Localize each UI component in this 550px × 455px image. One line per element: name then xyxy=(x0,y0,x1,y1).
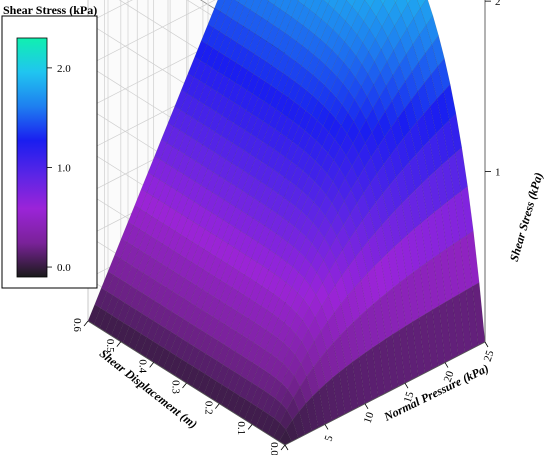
surface-cell xyxy=(315,0,329,20)
surface-cell xyxy=(298,0,307,6)
colorbar-tick-label: 0.0 xyxy=(57,262,71,274)
surface-cell xyxy=(426,15,439,45)
surface-cell xyxy=(244,0,255,10)
surface-cell xyxy=(323,0,331,5)
x-tick-mark xyxy=(364,403,369,410)
y-tick-label: 0.1 xyxy=(235,421,247,435)
z-tick-label: 2 xyxy=(495,0,501,8)
surface-cell xyxy=(407,0,421,19)
y-tick-mark xyxy=(149,362,154,368)
axis-line xyxy=(284,341,486,446)
z-tick-label: 1 xyxy=(495,167,501,179)
y-tick-label: 0.2 xyxy=(202,401,214,415)
x-tick-label: 20 xyxy=(442,369,457,384)
surface-cell xyxy=(234,0,240,3)
x-tick-mark xyxy=(404,382,409,389)
surface-cell xyxy=(268,0,277,6)
y-tick-mark xyxy=(280,444,286,451)
surface-cell xyxy=(437,58,451,92)
y-tick-mark xyxy=(247,424,253,430)
x-tick-mark xyxy=(444,362,449,368)
surface-cell xyxy=(364,0,375,9)
surface-cell xyxy=(346,0,356,8)
x-tick-mark xyxy=(324,424,329,430)
surface-cell xyxy=(395,0,409,16)
surface-cell xyxy=(266,0,270,2)
surface-cell xyxy=(357,0,371,22)
surface-cell xyxy=(352,0,365,14)
surface-cell xyxy=(226,0,239,19)
y-tick-mark xyxy=(182,382,187,389)
z-axis-label: Shear Stress (kPa) xyxy=(507,171,546,263)
colorbar-frame xyxy=(1,15,98,289)
surface-cell xyxy=(327,0,339,10)
colorbar-tick-label: 1.0 xyxy=(57,162,71,174)
colorbar-title: Shear Stress (kPa) xyxy=(3,3,97,17)
x-tick-mark xyxy=(284,444,289,451)
y-tick-mark xyxy=(116,341,122,347)
y-tick-label: 0.4 xyxy=(137,359,149,373)
y-tick-label: 0.5 xyxy=(104,339,116,353)
y-tick-mark xyxy=(215,403,220,409)
colorbar: Shear Stress (kPa) 0.0 1.0 2.0 xyxy=(1,3,98,289)
surface-cell xyxy=(393,0,398,4)
surface-cell xyxy=(250,0,262,14)
y-tick-label: 0.0 xyxy=(268,442,280,455)
axis-ticks: 05101520250.00.10.20.30.40.50.612 xyxy=(71,0,501,455)
x-tick-label: 15 xyxy=(402,390,417,405)
surface-cell xyxy=(460,186,474,236)
surface-cell xyxy=(380,0,386,5)
surface-cell xyxy=(303,0,315,10)
x-tick-label: 25 xyxy=(482,349,497,364)
colorbar-bar xyxy=(16,37,48,278)
surface-cell xyxy=(443,83,457,121)
x-tick-label: 10 xyxy=(362,410,377,425)
surface-cell xyxy=(274,0,284,10)
y-tick-label: 0.6 xyxy=(71,318,83,332)
y-tick-mark xyxy=(83,320,89,327)
surface-cell xyxy=(296,0,300,2)
surface-cell xyxy=(455,147,468,192)
x-tick-label: 5 xyxy=(323,434,336,443)
x-tick-mark xyxy=(484,341,489,348)
surface-cell xyxy=(431,35,445,67)
y-tick-label: 0.3 xyxy=(170,380,182,394)
surface-cell xyxy=(238,0,248,7)
colorbar-ticks: 0.0 1.0 2.0 xyxy=(47,63,71,274)
surface-cell xyxy=(420,0,434,26)
colorbar-tick-label: 2.0 xyxy=(57,63,71,75)
surface-cell xyxy=(405,0,411,5)
surface-cell xyxy=(285,0,299,18)
grid-line xyxy=(87,0,133,24)
